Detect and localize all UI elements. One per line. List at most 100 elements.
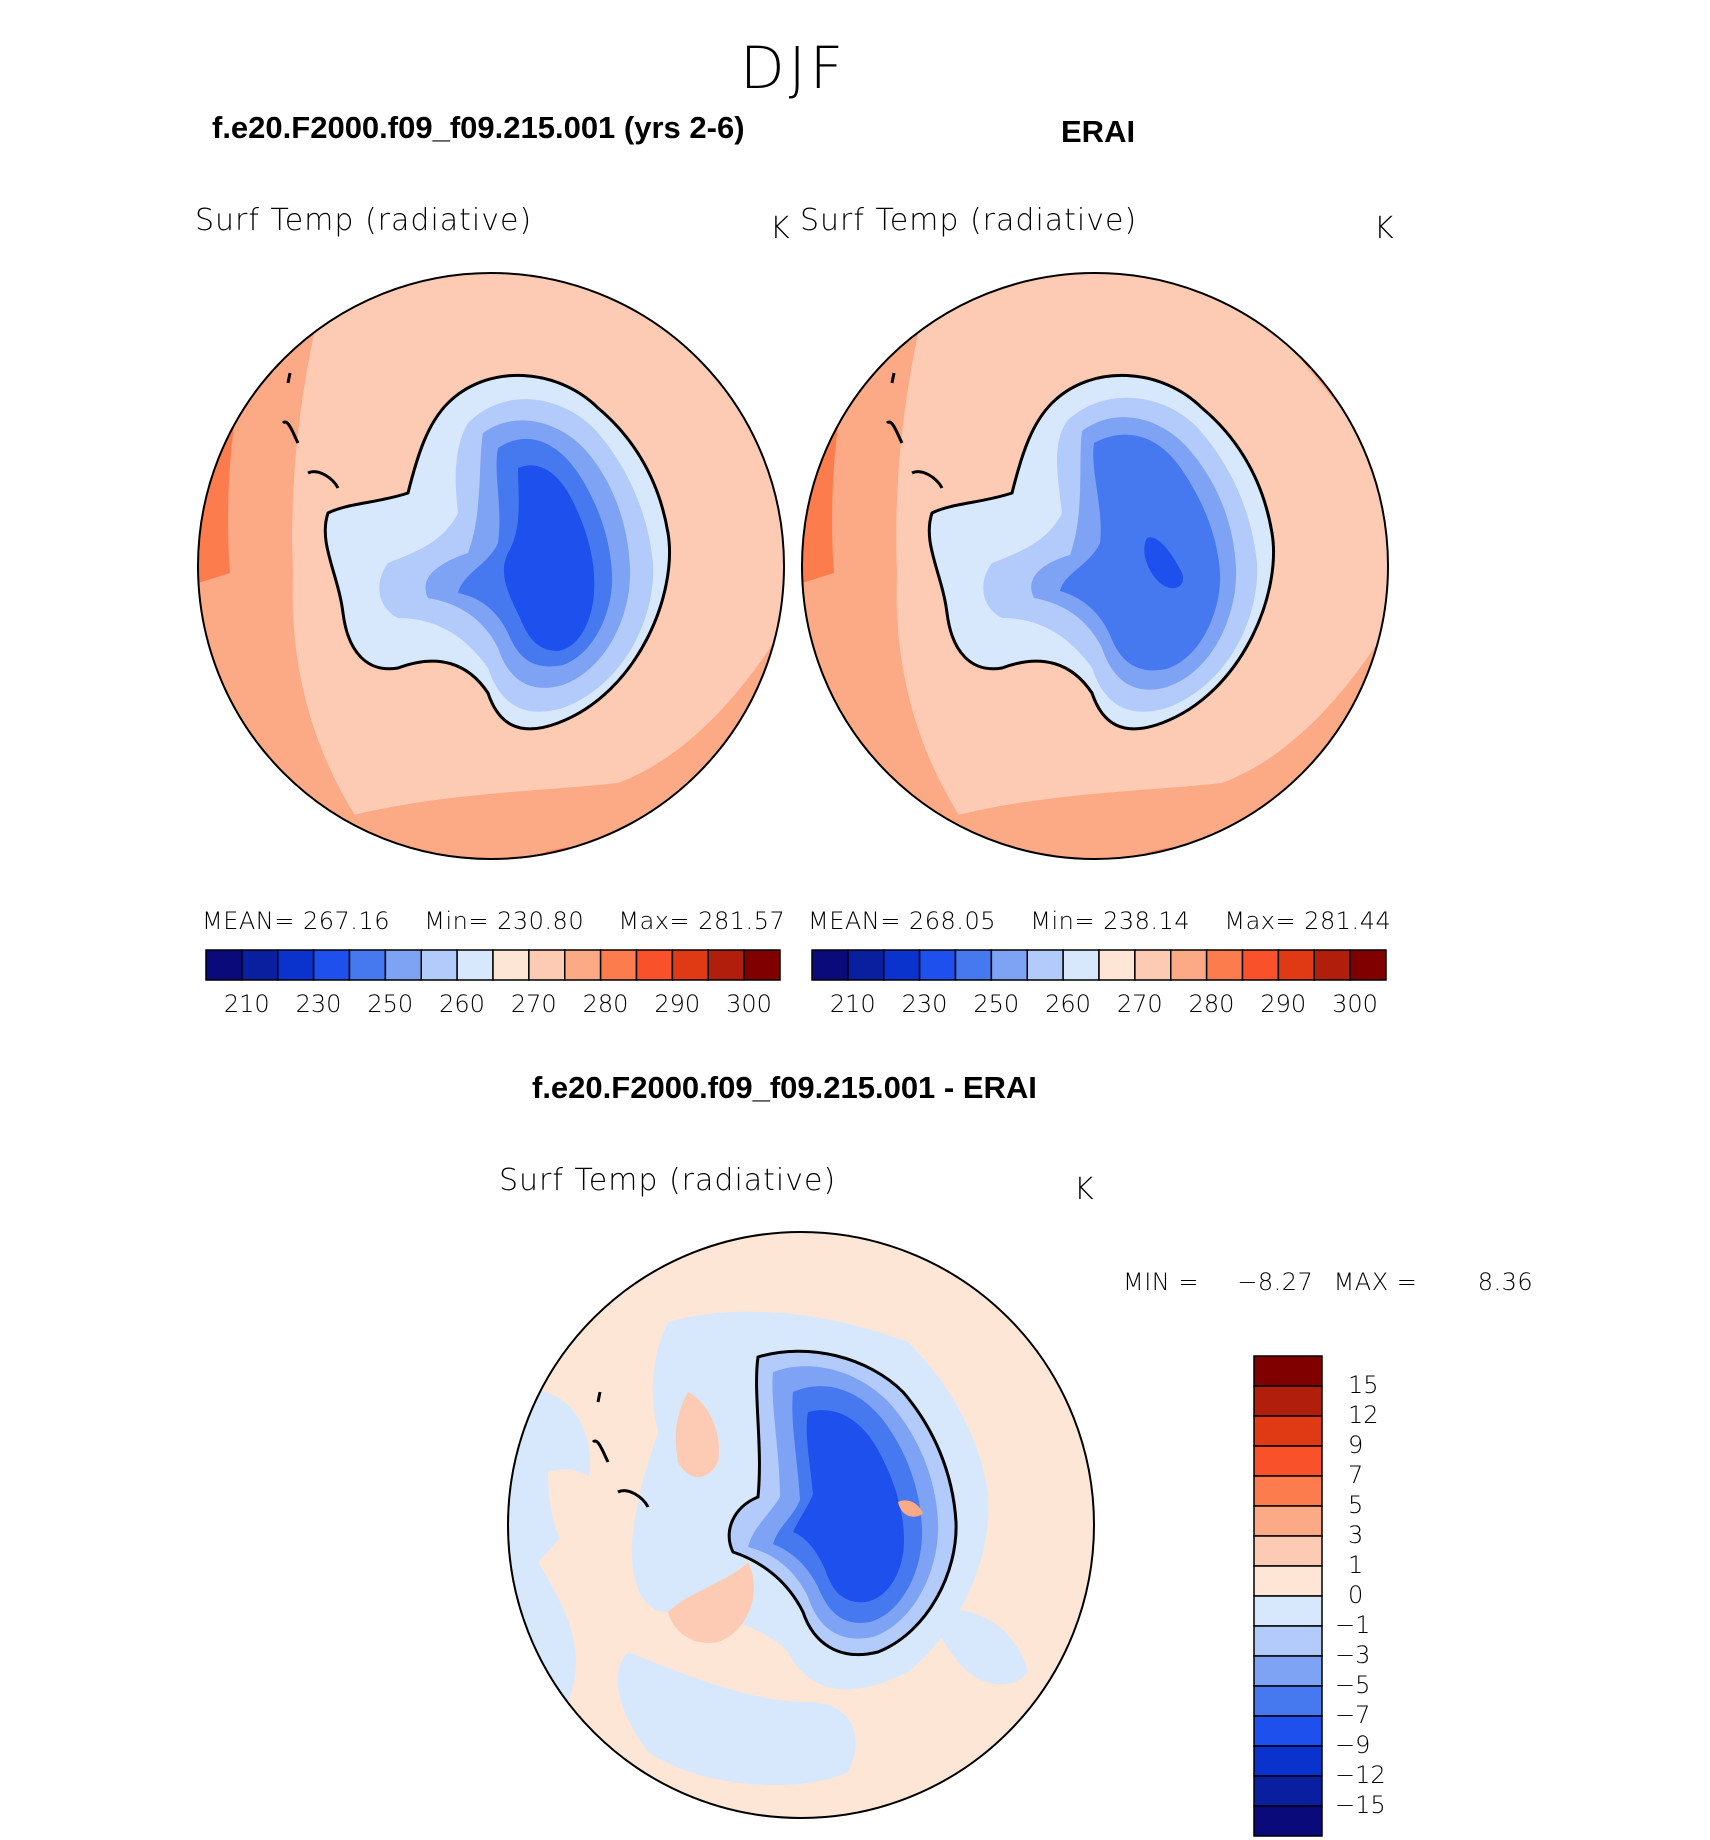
obs-variable-label: Surf Temp (radiative) (800, 203, 1138, 238)
model-units-label: K (770, 211, 791, 246)
difference-colorbar-box (1253, 1535, 1323, 1567)
obs-colorbar-box (1349, 949, 1387, 981)
difference-colorbar (1253, 1355, 1323, 1837)
obs-mean-value: 268.05 (909, 907, 996, 935)
model-colorbar-box (671, 949, 709, 981)
difference-colorbar-box (1253, 1595, 1323, 1627)
model-mean-label: MEAN= (202, 907, 295, 935)
model-colorbar-tick-label: 280 (582, 990, 629, 1018)
difference-variable-label: Surf Temp (radiative) (499, 1163, 837, 1198)
model-colorbar-box (635, 949, 674, 981)
model-colorbar-box (456, 949, 494, 981)
obs-colorbar-box (990, 949, 1028, 981)
obs-colorbar-box (1313, 949, 1351, 981)
obs-colorbar-tick-label: 250 (973, 990, 1020, 1018)
difference-colorbar-box (1253, 1385, 1323, 1417)
obs-colorbar-box (1277, 949, 1315, 981)
difference-colorbar-tick-label: 15 (1348, 1371, 1379, 1399)
model-colorbar-box (205, 949, 243, 981)
model-colorbar-box (277, 949, 315, 981)
difference-colorbar-tick-label: 12 (1348, 1401, 1379, 1429)
obs-colorbar (811, 949, 1387, 981)
difference-max-value: 8.36 (1477, 1268, 1534, 1296)
obs-colorbar-tick-label: 270 (1116, 990, 1163, 1018)
difference-colorbar-tick-label: 7 (1348, 1461, 1364, 1489)
difference-colorbar-box (1253, 1805, 1323, 1837)
difference-colorbar-tick-label: −5 (1335, 1671, 1371, 1699)
model-max-label: Max= (618, 907, 691, 935)
difference-title: f.e20.F2000.f09_f09.215.001 - ERAI (532, 1070, 1037, 1105)
model-colorbar-ticks: 210 230 250 260 270 280 290 300 (206, 990, 780, 1020)
difference-colorbar-box (1253, 1415, 1323, 1447)
difference-antarctica-field (631, 1311, 989, 1690)
obs-colorbar-tick-label: 210 (829, 990, 876, 1018)
obs-colorbar-tick-label: 280 (1188, 990, 1235, 1018)
difference-minmax: MIN = −8.27 MAX = 8.36 (1123, 1268, 1533, 1296)
model-colorbar-box (384, 949, 422, 981)
obs-colorbar-box (1170, 949, 1208, 981)
obs-polar-map (801, 272, 1389, 860)
model-panel-title: f.e20.F2000.f09_f09.215.001 (yrs 2-6) (212, 110, 745, 145)
difference-colorbar-box (1253, 1625, 1323, 1657)
model-antarctica-field (323, 374, 671, 731)
model-colorbar-box (492, 949, 530, 981)
obs-min-value: 238.14 (1103, 907, 1191, 935)
difference-polar-map (507, 1231, 1095, 1819)
difference-colorbar-tick-label: −12 (1335, 1761, 1386, 1789)
obs-colorbar-box (1062, 949, 1100, 981)
obs-antarctica-field (927, 374, 1275, 731)
model-mean-value: 267.16 (303, 907, 390, 935)
model-polar-map (197, 272, 785, 860)
model-colorbar-box (241, 949, 279, 981)
obs-min-label: Min= (1030, 907, 1095, 935)
obs-colorbar-box (1134, 949, 1172, 981)
difference-colorbar-ticks: 15 12 9 7 5 3 1 0 −1 −3 −5 −7 −9 −12 −15 (1335, 1356, 1443, 1836)
model-colorbar-tick-label: 300 (726, 990, 772, 1018)
obs-mean-label: MEAN= (808, 907, 901, 935)
difference-colorbar-tick-label: −3 (1335, 1641, 1371, 1669)
model-colorbar-box (420, 949, 458, 981)
obs-stats: MEAN= 268.05 Min= 238.14 Max= 281.44 (808, 907, 1391, 935)
model-colorbar-box (707, 949, 745, 981)
model-colorbar-tick-label: 260 (439, 990, 485, 1018)
difference-colorbar-box (1253, 1505, 1323, 1537)
obs-panel-title: ERAI (1061, 114, 1136, 149)
difference-colorbar-box (1253, 1655, 1323, 1687)
difference-colorbar-tick-label: 3 (1348, 1521, 1364, 1549)
obs-colorbar-box (1026, 949, 1064, 981)
difference-colorbar-tick-label: 0 (1348, 1581, 1364, 1609)
difference-colorbar-tick-label: 9 (1348, 1431, 1364, 1459)
difference-colorbar-box (1253, 1445, 1323, 1477)
obs-colorbar-box (1205, 949, 1244, 981)
model-colorbar-tick-label: 230 (295, 990, 342, 1018)
obs-colorbar-box (811, 949, 849, 981)
difference-colorbar-box (1253, 1475, 1323, 1507)
model-colorbar (205, 949, 781, 981)
model-colorbar-tick-label: 290 (654, 990, 701, 1018)
model-colorbar-tick-label: 210 (223, 990, 270, 1018)
obs-colorbar-tick-label: 300 (1332, 990, 1378, 1018)
difference-colorbar-box (1253, 1745, 1323, 1777)
model-colorbar-box (564, 949, 602, 981)
difference-colorbar-box (1253, 1685, 1323, 1717)
difference-colorbar-box (1253, 1715, 1323, 1747)
difference-colorbar-tick-label: −15 (1335, 1791, 1386, 1819)
obs-colorbar-box (1241, 949, 1280, 981)
model-min-value: 230.80 (497, 907, 585, 935)
model-colorbar-box (743, 949, 781, 981)
model-colorbar-tick-label: 250 (367, 990, 414, 1018)
obs-colorbar-tick-label: 230 (901, 990, 948, 1018)
difference-colorbar-tick-label: −1 (1335, 1611, 1371, 1639)
obs-colorbar-ticks: 210 230 250 260 270 280 290 300 (812, 990, 1386, 1020)
difference-colorbar-tick-label: −9 (1335, 1731, 1371, 1759)
difference-colorbar-tick-label: 5 (1348, 1491, 1364, 1519)
obs-colorbar-box (847, 949, 885, 981)
season-title: DJF (740, 34, 848, 102)
difference-colorbar-box (1253, 1775, 1323, 1807)
difference-colorbar-tick-label: 1 (1348, 1551, 1364, 1579)
obs-colorbar-tick-label: 260 (1045, 990, 1091, 1018)
model-min-label: Min= (424, 907, 489, 935)
difference-colorbar-box (1253, 1355, 1323, 1387)
obs-colorbar-tick-label: 290 (1260, 990, 1307, 1018)
model-colorbar-tick-label: 270 (510, 990, 557, 1018)
